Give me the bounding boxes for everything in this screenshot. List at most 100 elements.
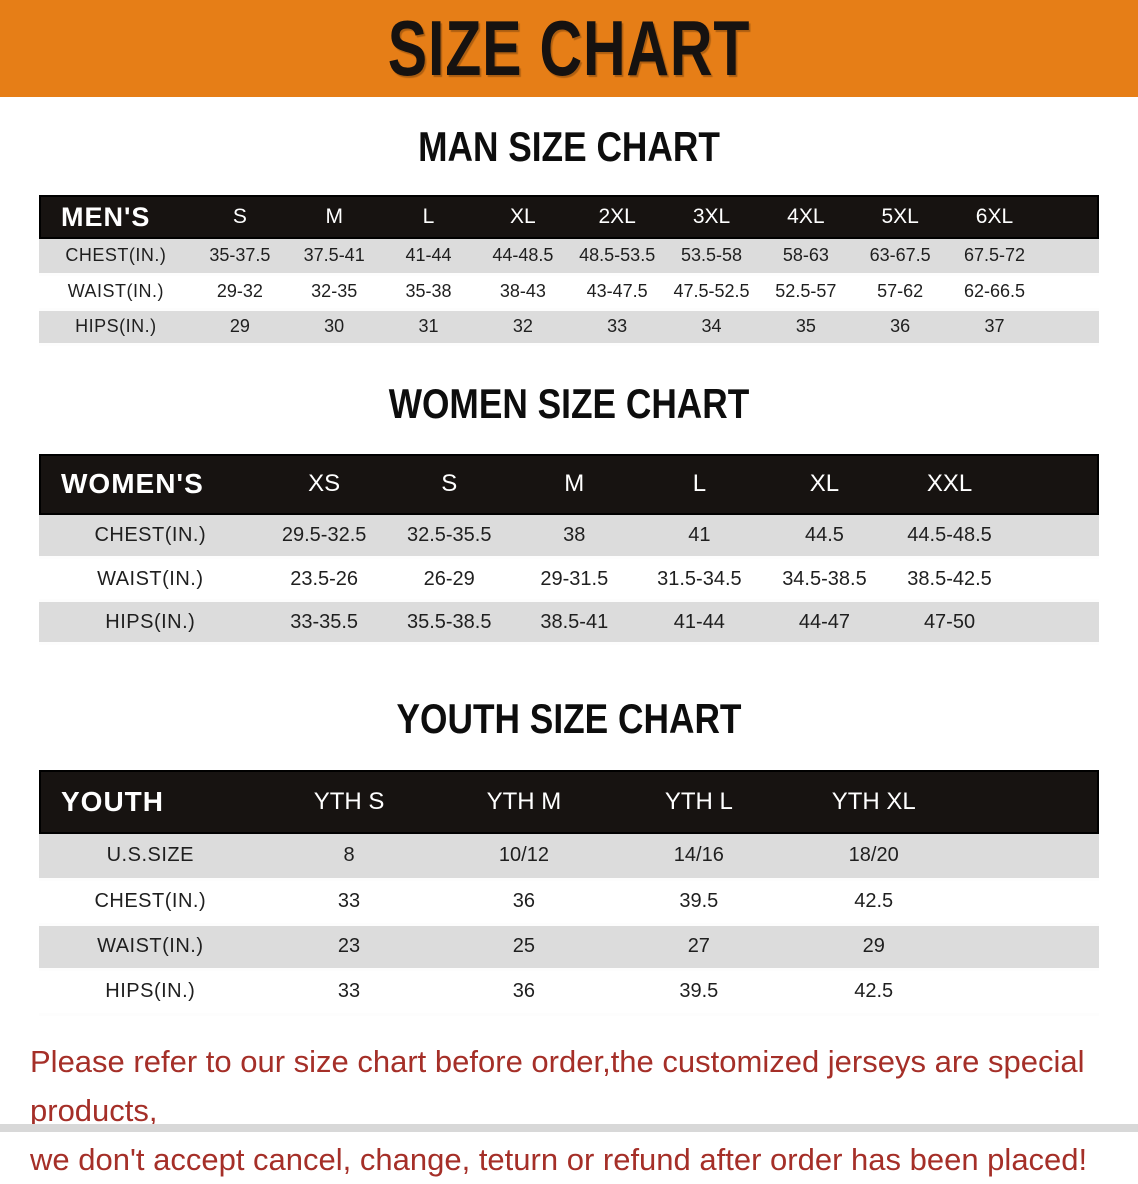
size-value-cell: 34 <box>701 316 722 336</box>
size-value-cell: 31 <box>418 316 439 336</box>
table-header-label: MEN'S <box>61 201 151 232</box>
row-label: HIPS(IN.) <box>105 610 196 633</box>
table-row: WAIST(IN.) 29-32 32-35 35-38 38-43 43-47.5 47.… <box>39 274 1099 309</box>
size-value-cell: 32 <box>512 316 533 336</box>
size-value-cell: 44.5 <box>804 523 844 546</box>
men-section-heading: MAN SIZE CHART <box>418 123 720 170</box>
spacer-cell <box>1012 601 1099 644</box>
men-size-section: MAN SIZE CHART MEN'S S M L XL 2XL 3XL 4XL 5XL 6XL… <box>0 126 1138 346</box>
size-value-cell: 37 <box>984 316 1005 336</box>
size-value-cell: 33-35.5 <box>290 610 359 633</box>
size-value-cell: 32-35 <box>311 281 358 301</box>
spacer-cell <box>1042 274 1099 309</box>
table-header-label: YOUTH <box>61 786 164 817</box>
spacer-cell <box>961 924 1099 969</box>
row-label: CHEST(IN.) <box>94 523 207 546</box>
size-value-cell: 41 <box>688 523 711 546</box>
spacer-cell <box>1042 239 1099 274</box>
size-value-cell: 8 <box>343 844 355 867</box>
size-chart-banner: SIZE CHART <box>0 0 1138 97</box>
spacer-cell <box>961 969 1099 1014</box>
size-value-cell: 38.5-42.5 <box>907 567 992 590</box>
size-value-cell: 36 <box>512 890 536 912</box>
banner-title: SIZE CHART <box>387 5 751 92</box>
size-value-cell: 63-67.5 <box>869 245 931 266</box>
table-row: WAIST(IN.) 23 25 27 29 <box>39 924 1099 969</box>
size-value-cell: 58-63 <box>782 245 829 266</box>
column-header: S <box>232 205 247 228</box>
size-value-cell: 44-48.5 <box>492 245 554 266</box>
column-header: 6XL <box>975 205 1014 228</box>
size-value-cell: 18/20 <box>848 844 899 867</box>
spacer-cell <box>1042 309 1099 344</box>
column-header: XXL <box>926 470 973 497</box>
bottom-edge-strip <box>0 1124 1138 1132</box>
column-header: 3XL <box>692 205 731 228</box>
column-header: 4XL <box>787 205 825 228</box>
size-value-cell: 62-66.5 <box>963 281 1026 301</box>
size-value-cell: 37.5-41 <box>303 245 365 266</box>
size-value-cell: 67.5-72 <box>963 245 1026 266</box>
table-header-label: WOMEN'S <box>61 468 204 499</box>
size-table: WOMEN'S XS S M L XL XXL CHEST(IN.) 29.5-32.5 32.5… <box>39 453 1099 646</box>
size-value-cell: 23.5-26 <box>290 567 359 590</box>
column-header: YTH L <box>664 788 733 815</box>
column-header: M <box>564 470 585 497</box>
size-value-cell: 10/12 <box>498 844 549 867</box>
size-value-cell: 30 <box>324 316 345 336</box>
row-label: CHEST(IN.) <box>65 245 167 266</box>
size-value-cell: 52.5-57 <box>775 281 837 301</box>
youth-size-table-host: YOUTH YTH S YTH M YTH L YTH XL U.S.SIZE 8 10/12… <box>39 770 1099 1016</box>
size-value-cell: 29 <box>862 935 885 957</box>
size-value-cell: 33 <box>337 890 361 912</box>
size-table: YOUTH YTH S YTH M YTH L YTH XL U.S.SIZE 8 10/12… <box>39 770 1099 1016</box>
size-value-cell: 26-29 <box>423 567 475 590</box>
women-section-heading: WOMEN SIZE CHART <box>388 379 750 427</box>
size-value-cell: 42.5 <box>854 980 894 1002</box>
size-value-cell: 25 <box>512 935 536 957</box>
size-value-cell: 29.5-32.5 <box>281 523 367 546</box>
size-value-cell: 14/16 <box>673 844 724 867</box>
men-size-table-host: MEN'S S M L XL 2XL 3XL 4XL 5XL 6XL CHEST(IN.) 35-37… <box>39 195 1099 346</box>
size-value-cell: 57-62 <box>877 281 924 301</box>
disclaimer-line-2: we don't accept cancel, change, teturn o… <box>30 1141 1088 1177</box>
size-value-cell: 36 <box>512 980 536 1002</box>
size-value-cell: 32.5-35.5 <box>406 523 492 546</box>
size-value-cell: 35-38 <box>405 281 452 301</box>
spacer-cell <box>1042 195 1099 239</box>
column-header: YTH S <box>313 788 385 815</box>
row-label: WAIST(IN.) <box>67 281 165 301</box>
women-size-table-host: WOMEN'S XS S M L XL XXL CHEST(IN.) 29.5-32.5 32.5… <box>39 453 1099 646</box>
row-label: WAIST(IN.) <box>97 567 204 590</box>
size-value-cell: 43-47.5 <box>586 281 648 301</box>
size-value-cell: 38.5-41 <box>540 610 609 633</box>
spacer-cell <box>1012 558 1099 601</box>
column-header: YTH XL <box>831 788 916 815</box>
order-disclaimer: Please refer to our size chart before or… <box>0 1037 1138 1184</box>
column-header: 2XL <box>598 205 636 228</box>
size-value-cell: 38-43 <box>499 281 546 301</box>
spacer-cell <box>961 770 1099 834</box>
size-value-cell: 27 <box>687 935 710 957</box>
size-value-cell: 31.5-34.5 <box>657 567 742 590</box>
table-row: HIPS(IN.) 33 36 39.5 42.5 <box>39 969 1099 1014</box>
youth-size-section: YOUTH SIZE CHART YOUTH YTH S YTH M YTH L YTH… <box>0 698 1138 1016</box>
size-table: MEN'S S M L XL 2XL 3XL 4XL 5XL 6XL CHEST(IN.) 35-37… <box>39 195 1099 346</box>
size-value-cell: 39.5 <box>679 890 719 912</box>
size-value-cell: 29-31.5 <box>540 567 609 590</box>
size-value-cell: 44.5-48.5 <box>907 523 992 546</box>
youth-section-heading: YOUTH SIZE CHART <box>396 695 742 742</box>
size-value-cell: 42.5 <box>854 890 894 912</box>
size-value-cell: 33 <box>607 316 628 336</box>
size-value-cell: 34.5-38.5 <box>782 567 867 590</box>
spacer-cell <box>961 879 1099 924</box>
row-label: HIPS(IN.) <box>105 980 196 1002</box>
table-row: HIPS(IN.) 33-35.5 35.5-38.5 38.5-41 41-44 44-… <box>39 600 1099 644</box>
table-row: CHEST(IN.) 33 36 39.5 42.5 <box>39 879 1099 924</box>
women-size-section: WOMEN SIZE CHART WOMEN'S XS S M L XL XXL CHEST(… <box>0 379 1138 646</box>
table-row: HIPS(IN.) 29 30 31 32 33 34 35 36 37 <box>39 309 1099 344</box>
table-row: WAIST(IN.) 23.5-26 26-29 29-31.5 31.5-34.5 34… <box>39 557 1099 601</box>
table-row: CHEST(IN.) 35-37.5 37.5-41 41-44 44-48.5 48.5… <box>39 239 1099 274</box>
column-header: M <box>325 205 343 228</box>
table-row: CHEST(IN.) 29.5-32.5 32.5-35.5 38 41 44.5 44.5… <box>39 514 1099 558</box>
